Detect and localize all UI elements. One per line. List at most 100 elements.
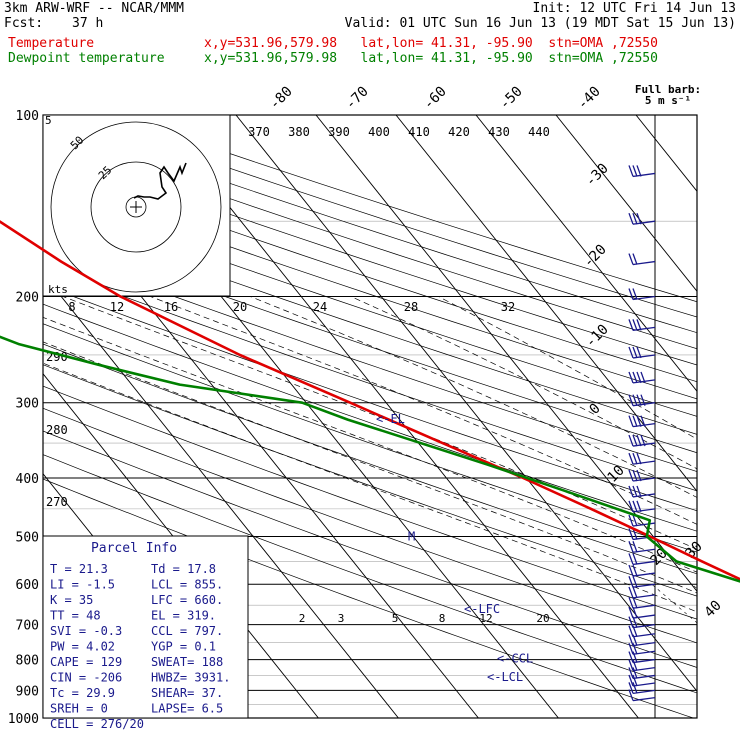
isotherm--30: [155, 115, 639, 718]
grid-layer: [43, 115, 697, 718]
wind-barb-275: [628, 371, 656, 384]
mixing-ratio-label-2: 2: [299, 612, 306, 625]
wind-barb-flag: [628, 415, 634, 427]
parcel-info-row-left: Tc = 29.9: [50, 686, 115, 700]
theta-label-380: 380: [288, 125, 310, 139]
annotation-m: M: [408, 529, 415, 543]
wind-barb-125: [628, 165, 656, 178]
moist-adiabat-8: [43, 362, 697, 613]
dry-adiabat-410: [43, 163, 697, 383]
mixing-ratio-label-12: 12: [479, 612, 492, 625]
hodograph-ring-label-5: 5: [45, 114, 52, 127]
wind-barb-675: [628, 606, 656, 619]
wind-barb-750: [628, 634, 656, 647]
wind-barb-flag: [640, 415, 646, 427]
temperature-location: x,y=531.96,579.98 lat,lon= 41.31, -95.90…: [204, 36, 658, 51]
wind-barb-flag: [632, 616, 638, 628]
isotherm-label--40: -40: [575, 84, 604, 113]
wind-barb-flag: [632, 394, 638, 406]
moist-adiabat-36: [438, 296, 697, 440]
valid-time: Valid: 01 UTC Sun 16 Jun 13 (19 MDT Sat …: [344, 16, 736, 31]
dry-adiabat-290: [43, 385, 697, 620]
wind-barb-flag: [628, 564, 634, 577]
wind-barb-flag: [640, 394, 646, 406]
parcel-info-row-left: SREH = 0: [50, 702, 108, 716]
temperature-profile: [0, 220, 740, 581]
wind-barb-flag: [636, 469, 642, 482]
wind-barb-900: [628, 682, 656, 695]
wind-barb-flag: [636, 415, 642, 427]
wind-barb-staff: [632, 696, 656, 702]
dry-adiabat-260: [43, 454, 697, 694]
wind-barb-flag: [628, 514, 634, 527]
wind-barb-flag: [632, 514, 638, 527]
wind-barb-325: [628, 415, 656, 428]
hodograph-speed-label-20: 20: [233, 300, 247, 314]
wind-barb-flag: [628, 528, 634, 540]
wind-barb-flag: [628, 253, 634, 265]
wind-barb-flag: [632, 659, 638, 671]
annotation-lcl: <-LCL: [487, 670, 523, 684]
wind-barb-200: [628, 288, 656, 301]
parcel-info-row-left: PW = 4.02: [50, 640, 115, 654]
wind-barb-375: [628, 452, 656, 465]
wind-barb-flag: [628, 371, 634, 384]
wind-barb-flag: [628, 553, 634, 565]
dewpoint-location: x,y=531.96,579.98 lat,lon= 41.31, -95.90…: [204, 51, 658, 66]
parcel-info-row-left: CELL = 276/20: [50, 717, 144, 731]
dry-adiabat-420: [43, 148, 697, 366]
hodograph-ring-50: [50, 121, 222, 293]
parcel-info-row-right: SHEAR= 37.: [151, 686, 223, 700]
wind-barb-flag: [632, 564, 638, 577]
mixing-ratio-label-20: 20: [536, 612, 549, 625]
mixing-ratio-label-3: 3: [338, 612, 345, 625]
isotherm-label--30: -30: [583, 161, 612, 190]
hodograph-speed-label-8: 8: [68, 300, 75, 314]
wind-barb-flag: [628, 452, 634, 465]
parcel-info-row-right: EL = 319.: [151, 609, 216, 623]
wind-barb-flag: [628, 625, 634, 638]
parcel-info-title: Parcel Info: [91, 541, 177, 556]
wind-barb-850: [628, 667, 656, 680]
wind-barb-flag: [632, 553, 638, 565]
isotherm-label--20: -20: [581, 242, 610, 271]
wind-barb-625: [628, 586, 656, 599]
wind-barb-775: [628, 643, 656, 655]
dry-adiabat-350: [43, 266, 697, 492]
wind-barb-flag: [628, 346, 634, 359]
wind-barb-flag: [628, 643, 634, 655]
pressure-label-500: 500: [16, 530, 39, 545]
theta-label-410: 410: [408, 125, 430, 139]
dry-adiabat-380: [43, 213, 697, 435]
isotherm-30: [635, 115, 697, 192]
parcel-info-row-right: Td = 17.8: [151, 562, 216, 576]
wind-barb-575: [628, 564, 656, 577]
wind-barb-flag: [628, 616, 634, 628]
forecast-hour: 37 h: [72, 16, 104, 31]
wind-barb-flag: [628, 682, 634, 694]
dry-adiabat-390: [43, 196, 697, 417]
hodograph-speed-label-16: 16: [164, 300, 178, 314]
parcel-info-row-right: CCL = 797.: [151, 624, 223, 638]
theta-label-370: 370: [248, 125, 270, 139]
isotherm-label--60: -60: [421, 84, 450, 113]
parcel-info-row-left: K = 35: [50, 593, 93, 607]
pressure-label-200: 200: [16, 291, 39, 306]
model-title: 3km ARW-WRF -- NCAR/MMM: [4, 1, 185, 16]
annotation-el: <-EL: [376, 412, 405, 426]
wind-barb-150: [628, 212, 656, 225]
hodograph-kts-label: kts: [48, 283, 68, 296]
wind-barb-flag: [628, 485, 634, 498]
hodograph-trace: [133, 162, 187, 200]
wind-barb-600: [628, 576, 656, 588]
temperature-legend: Temperature: [8, 36, 95, 51]
forecast-label: Fcst:: [4, 16, 44, 31]
wind-barb-flag: [632, 212, 638, 225]
wind-barb-250: [628, 346, 656, 359]
wind-barb-flag: [628, 319, 634, 331]
wind-barb-825: [628, 659, 656, 672]
isotherm-10: [475, 115, 697, 392]
isotherm-label-40: 40: [702, 598, 725, 621]
theta-label-420: 420: [448, 125, 470, 139]
